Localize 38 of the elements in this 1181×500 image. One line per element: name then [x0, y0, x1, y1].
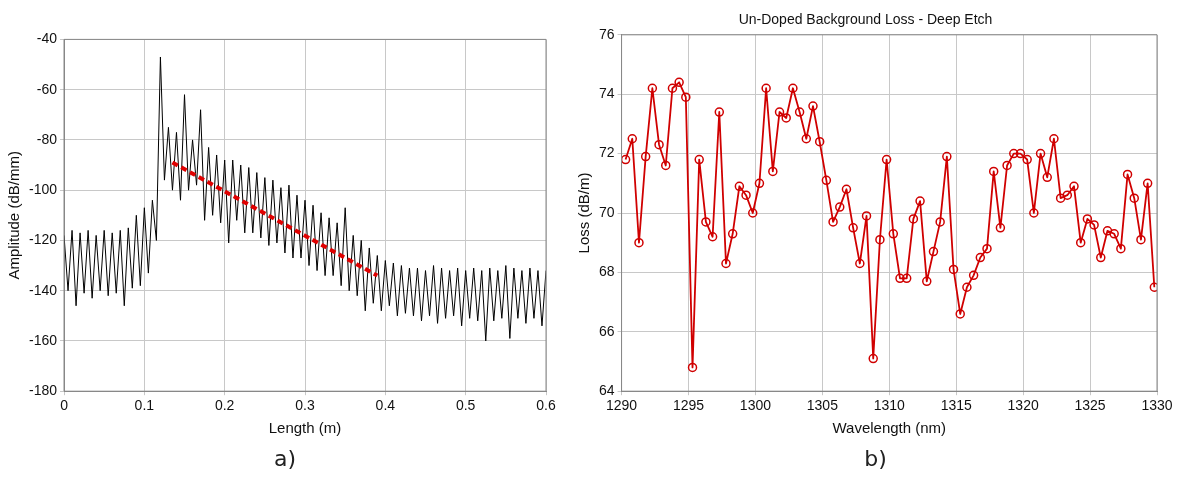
- y-tick-label: 76: [598, 25, 615, 42]
- x-tick-label: 0.3: [295, 397, 315, 414]
- x-tick-label: 0.4: [375, 397, 396, 414]
- x-axis-title: Length (m): [268, 419, 342, 437]
- y-tick-label: -160: [28, 331, 58, 348]
- x-tick-label: 0: [60, 397, 69, 414]
- x-tick-label: 1295: [672, 397, 705, 414]
- y-tick-label: 66: [598, 322, 615, 339]
- y-tick-label: 68: [598, 263, 615, 280]
- x-tick-label: 1290: [605, 397, 638, 414]
- x-tick-label: 1310: [873, 397, 906, 414]
- x-tick-label: 1320: [1007, 397, 1039, 414]
- x-axis-title: Wavelength (nm): [832, 419, 947, 437]
- y-tick-label: -40: [36, 30, 58, 47]
- x-tick-label: 0.5: [455, 397, 476, 414]
- y-tick-label: -80: [36, 130, 58, 147]
- x-tick-label: 1330: [1141, 397, 1173, 414]
- y-tick-label: 74: [598, 85, 615, 102]
- y-tick-label: -140: [28, 281, 58, 298]
- y-tick-label: -100: [28, 181, 58, 198]
- y-tick-label: -60: [36, 80, 58, 97]
- chart-title: Un-Doped Background Loss - Deep Etch: [738, 11, 993, 28]
- x-tick-label: 1315: [940, 397, 972, 414]
- x-tick-label: 1325: [1074, 397, 1106, 414]
- y-tick-label: 72: [598, 144, 615, 161]
- y-tick-label: 70: [598, 203, 615, 220]
- y-axis-title: Loss (dB/m): [575, 172, 593, 254]
- y-tick-label: -180: [28, 382, 58, 399]
- text: a): [272, 446, 298, 471]
- x-tick-label: 1300: [739, 397, 772, 414]
- x-tick-label: 0.2: [214, 397, 235, 414]
- y-tick-label: 64: [598, 382, 615, 399]
- x-tick-label: 0.6: [536, 397, 556, 414]
- text: b): [863, 446, 888, 471]
- y-axis-title: Amplitude (dB/mm): [5, 151, 23, 280]
- x-tick-label: 0.1: [134, 397, 155, 414]
- x-tick-label: 1305: [806, 397, 839, 414]
- y-tick-label: -120: [28, 231, 58, 248]
